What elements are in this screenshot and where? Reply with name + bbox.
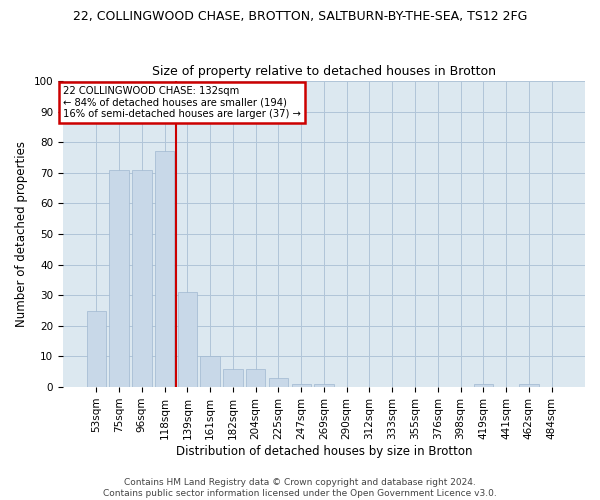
Bar [223,368,242,387]
Title: Size of property relative to detached houses in Brotton: Size of property relative to detached ho… [152,66,496,78]
Bar [519,384,539,387]
Bar [109,170,129,387]
Bar [178,292,197,387]
Bar [132,170,152,387]
Bar [314,384,334,387]
Bar [292,384,311,387]
Bar [473,384,493,387]
Text: 22 COLLINGWOOD CHASE: 132sqm
← 84% of detached houses are smaller (194)
16% of s: 22 COLLINGWOOD CHASE: 132sqm ← 84% of de… [64,86,301,119]
Bar [200,356,220,387]
Y-axis label: Number of detached properties: Number of detached properties [15,141,28,327]
Text: 22, COLLINGWOOD CHASE, BROTTON, SALTBURN-BY-THE-SEA, TS12 2FG: 22, COLLINGWOOD CHASE, BROTTON, SALTBURN… [73,10,527,23]
Bar [155,152,174,387]
Bar [246,368,265,387]
X-axis label: Distribution of detached houses by size in Brotton: Distribution of detached houses by size … [176,444,472,458]
Bar [86,310,106,387]
Bar [269,378,288,387]
Text: Contains HM Land Registry data © Crown copyright and database right 2024.
Contai: Contains HM Land Registry data © Crown c… [103,478,497,498]
